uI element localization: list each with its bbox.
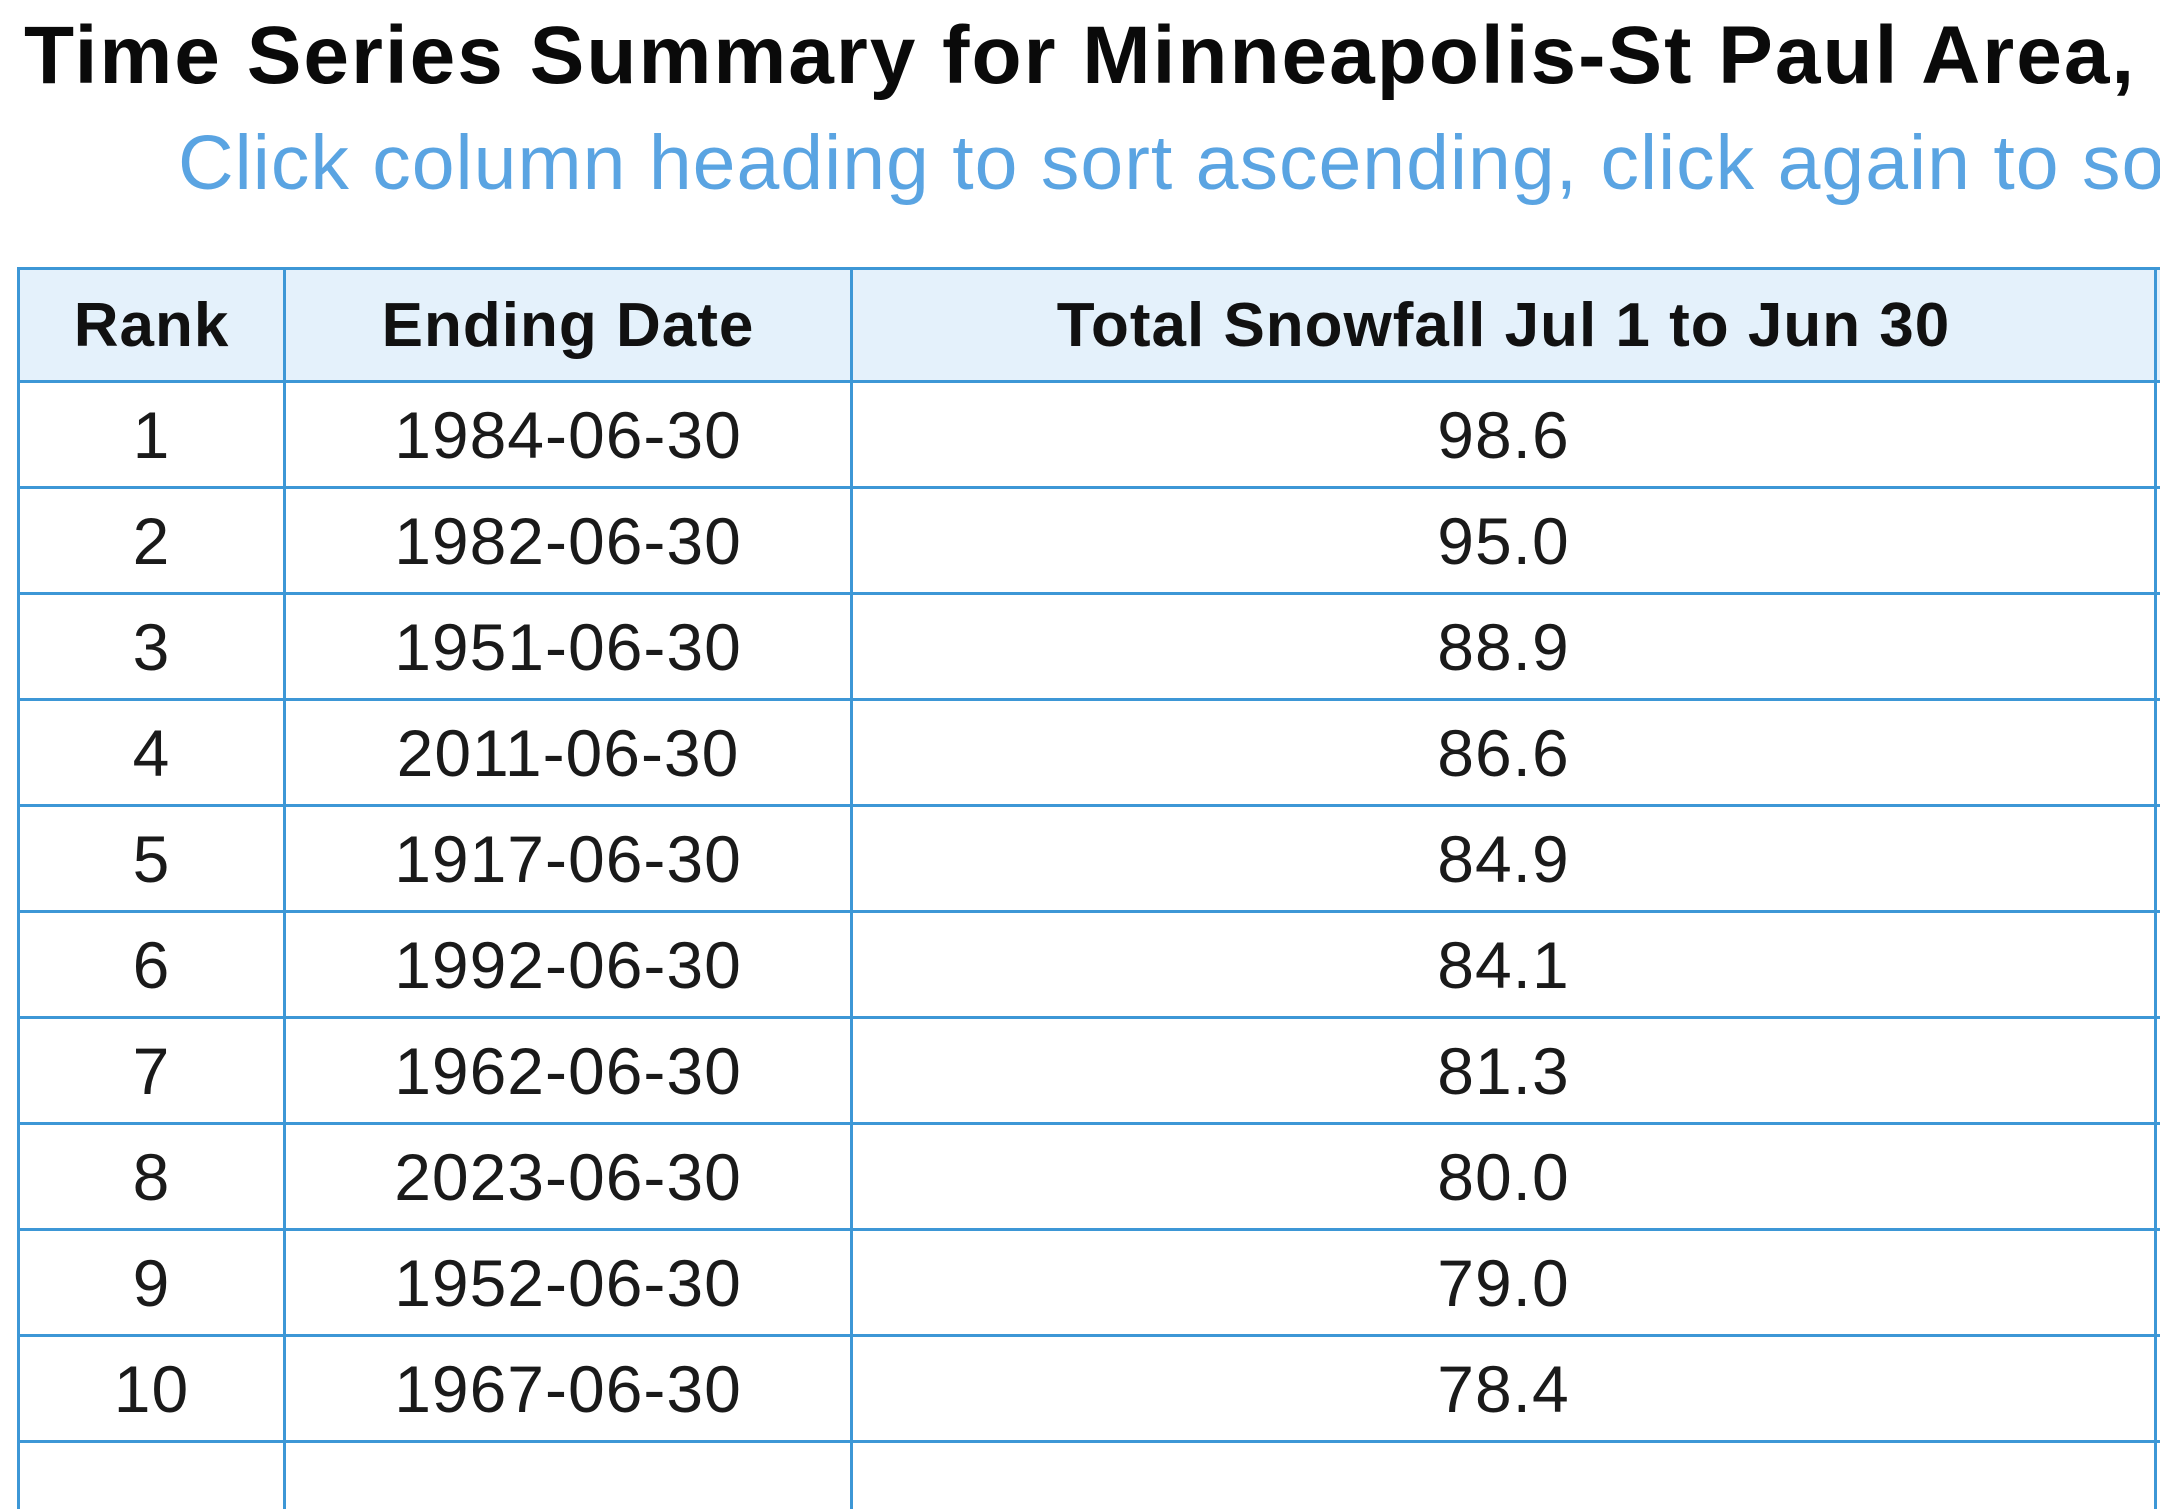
total-snowfall-cell: 86.6: [850, 698, 2157, 807]
ending-date-cell: 1952-06-30: [283, 1228, 853, 1337]
table-row: 9 1952-06-30 79.0: [17, 1228, 2160, 1337]
next-column-cell: [2154, 698, 2160, 807]
ending-date-cell: 1982-06-30: [283, 486, 853, 595]
total-snowfall-cell: 80.0: [850, 1122, 2157, 1231]
next-column-cell: [2154, 804, 2160, 913]
page-title: Time Series Summary for Minneapolis-St P…: [24, 10, 2137, 101]
rank-cell: 8: [17, 1122, 286, 1231]
column-header-total-snowfall[interactable]: Total Snowfall Jul 1 to Jun 30: [850, 267, 2157, 383]
next-column-cell: [2154, 592, 2160, 701]
next-column-cell: [2154, 486, 2160, 595]
ending-date-cell: 1984-06-30: [283, 380, 853, 489]
column-header-ending-date[interactable]: Ending Date: [283, 267, 853, 383]
rank-cell: 7: [17, 1016, 286, 1125]
ending-date-cell: 1917-06-30: [283, 804, 853, 913]
next-column-cell: [2154, 1016, 2160, 1125]
ending-date-cell: 1951-06-30: [283, 592, 853, 701]
next-column-cell: [2154, 1440, 2160, 1509]
rank-cell: 5: [17, 804, 286, 913]
ending-date-cell: 1962-06-30: [283, 1016, 853, 1125]
sort-instructions: Click column heading to sort ascending, …: [178, 120, 2160, 206]
rank-cell: 1: [17, 380, 286, 489]
total-snowfall-cell: 84.9: [850, 804, 2157, 913]
snowfall-table-container: Rank Ending Date Total Snowfall Jul 1 to…: [17, 267, 2160, 1509]
total-snowfall-cell: 95.0: [850, 486, 2157, 595]
total-snowfall-cell: 78.4: [850, 1334, 2157, 1443]
table-row: 5 1917-06-30 84.9: [17, 804, 2160, 913]
total-snowfall-cell: 88.9: [850, 592, 2157, 701]
column-header-rank[interactable]: Rank: [17, 267, 286, 383]
total-snowfall-cell: [850, 1440, 2157, 1509]
rank-cell: 9: [17, 1228, 286, 1337]
table-row: 8 2023-06-30 80.0: [17, 1122, 2160, 1231]
next-column-cell: [2154, 1334, 2160, 1443]
rank-cell: 10: [17, 1334, 286, 1443]
column-header-next[interactable]: [2154, 267, 2160, 383]
total-snowfall-cell: 98.6: [850, 380, 2157, 489]
table-row: [17, 1440, 2160, 1509]
total-snowfall-cell: 81.3: [850, 1016, 2157, 1125]
next-column-cell: [2154, 910, 2160, 1019]
next-column-cell: [2154, 1228, 2160, 1337]
table-row: 3 1951-06-30 88.9: [17, 592, 2160, 701]
total-snowfall-cell: 84.1: [850, 910, 2157, 1019]
table-row: 6 1992-06-30 84.1: [17, 910, 2160, 1019]
table-row: 4 2011-06-30 86.6: [17, 698, 2160, 807]
table-row: 7 1962-06-30 81.3: [17, 1016, 2160, 1125]
table-header-row: Rank Ending Date Total Snowfall Jul 1 to…: [17, 267, 2160, 383]
rank-cell: 2: [17, 486, 286, 595]
rank-cell: 3: [17, 592, 286, 701]
ending-date-cell: [283, 1440, 853, 1509]
ending-date-cell: 1992-06-30: [283, 910, 853, 1019]
rank-cell: 4: [17, 698, 286, 807]
ending-date-cell: 2011-06-30: [283, 698, 853, 807]
table-row: 1 1984-06-30 98.6: [17, 380, 2160, 489]
snowfall-summary-table: Rank Ending Date Total Snowfall Jul 1 to…: [17, 267, 2160, 1509]
ending-date-cell: 2023-06-30: [283, 1122, 853, 1231]
table-row: 2 1982-06-30 95.0: [17, 486, 2160, 595]
rank-cell: [17, 1440, 286, 1509]
next-column-cell: [2154, 1122, 2160, 1231]
total-snowfall-cell: 79.0: [850, 1228, 2157, 1337]
ending-date-cell: 1967-06-30: [283, 1334, 853, 1443]
rank-cell: 6: [17, 910, 286, 1019]
table-row: 10 1967-06-30 78.4: [17, 1334, 2160, 1443]
next-column-cell: [2154, 380, 2160, 489]
